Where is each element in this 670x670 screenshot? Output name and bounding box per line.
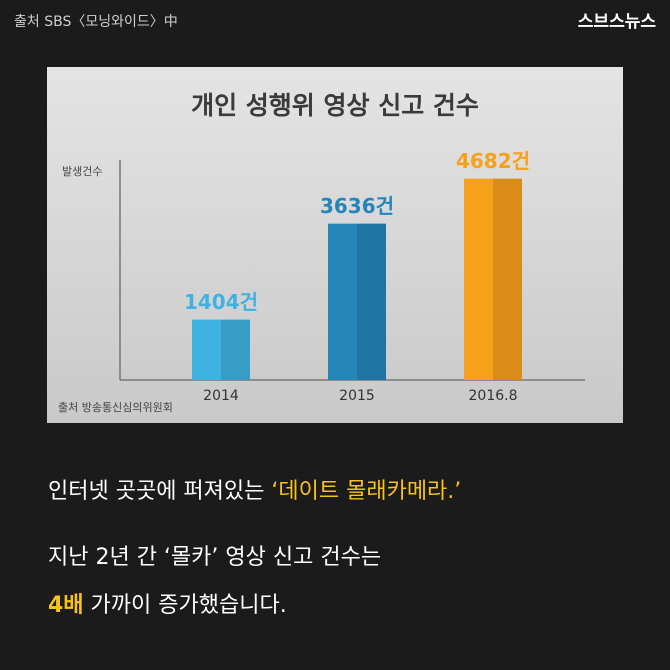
x-tick-label: 2014	[203, 388, 239, 404]
source-header: 출처 SBS〈모닝와이드〉中	[14, 14, 178, 30]
value-label: 1404건	[184, 290, 258, 314]
caption-line: 지난 2년 간 ‘몰카’ 영상 신고 건수는	[48, 545, 381, 570]
caption-text: 가까이 증가했습니다.	[84, 593, 287, 618]
caption-line: 4배 가까이 증가했습니다.	[48, 593, 287, 618]
bar	[464, 178, 522, 380]
bar-shade	[493, 178, 522, 380]
value-label: 4682건	[456, 149, 530, 173]
y-axis-label: 발생건수	[62, 165, 102, 178]
logo: 스브스뉴스	[578, 12, 657, 32]
caption-text: 인터넷 곳곳에 퍼져있는	[48, 479, 271, 504]
bar-shade	[221, 319, 250, 380]
caption-highlight: 4배	[48, 593, 84, 618]
x-tick-label: 2016.8	[469, 388, 518, 404]
bar-shade	[357, 223, 386, 380]
chart-source: 출처 방송통신심의위원회	[58, 401, 173, 414]
value-label: 3636건	[320, 194, 394, 218]
bar	[328, 223, 386, 380]
caption-line: 인터넷 곳곳에 퍼져있는 ‘데이트 몰래카메라.’	[48, 479, 461, 504]
caption-highlight: ‘데이트 몰래카메라.’	[271, 479, 461, 504]
chart-title: 개인 성행위 영상 신고 건수	[191, 91, 479, 120]
bar	[192, 319, 250, 380]
x-tick-label: 2015	[339, 388, 375, 404]
